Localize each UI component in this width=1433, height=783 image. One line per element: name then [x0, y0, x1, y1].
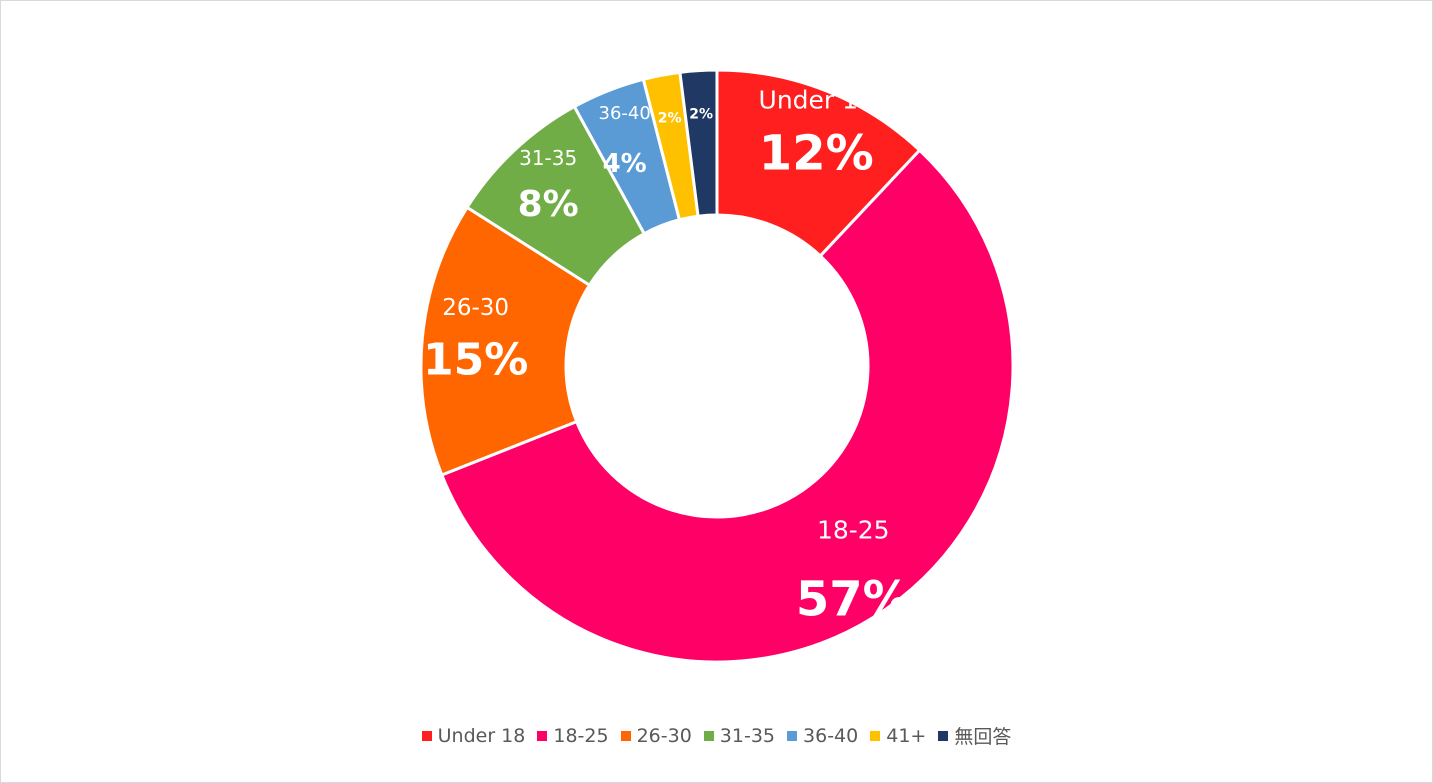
legend-item-31-35: 31-35	[703, 724, 776, 747]
slice-no-answer	[678, 68, 719, 218]
slice-label-name-26-30: 26-30	[442, 295, 509, 321]
legend-swatch-41	[870, 730, 881, 741]
legend-label-18-25: 18-25	[553, 724, 609, 747]
legend-swatch-18-25	[537, 730, 548, 741]
labels-layer: Under 18 12% 18-25 57% 26-30 15% 31-35 8% 36-40 4…	[423, 86, 911, 628]
legend-label-31-35: 31-35	[719, 724, 776, 747]
legend-label-26-30: 26-30	[636, 724, 692, 747]
slice-18-25	[439, 148, 1015, 664]
legend-item-under-18: Under 18	[421, 724, 526, 747]
slice-label-name-31-35: 31-35	[519, 146, 577, 170]
legend-item-41: 41+	[870, 725, 926, 747]
legend-label-under-18: Under 18	[437, 724, 526, 747]
slice-label-value-no-answer: 2%	[689, 107, 713, 123]
slice-label-name-36-40: 36-40	[599, 103, 651, 124]
slice-26-30	[419, 205, 592, 477]
legend-swatch-31-35	[703, 730, 714, 741]
slice-label-value-18-25: 57%	[796, 571, 911, 627]
slice-label-name-18-25: 18-25	[817, 516, 890, 545]
chart-legend: Under 18 18-25 26-30 31-35 36-40 41+ 無回答	[0, 722, 1433, 749]
slice-label-value-41: 2%	[658, 111, 682, 127]
legend-item-26-30: 26-30	[620, 724, 692, 747]
slice-label-value-31-35: 8%	[518, 184, 579, 225]
legend-label-no-answer: 無回答	[954, 726, 1012, 748]
legend-label-36-40: 36-40	[803, 724, 859, 747]
legend-swatch-26-30	[620, 730, 631, 741]
slice-label-name-under-18: Under 18	[759, 86, 874, 115]
legend-item-36-40: 36-40	[787, 725, 858, 747]
legend-swatch-36-40	[787, 730, 798, 741]
slices-layer	[419, 68, 1015, 664]
slice-label-value-under-18: 12%	[759, 125, 874, 181]
legend-swatch-under-18	[421, 730, 432, 741]
legend-item-18-25: 18-25	[537, 724, 609, 747]
slice-label-value-26-30: 15%	[423, 335, 528, 386]
slice-label-value-36-40: 4%	[603, 149, 647, 179]
legend-swatch-no-answer	[938, 730, 949, 741]
legend-label-41: 41+	[886, 724, 927, 747]
legend-item-no-answer: 無回答	[938, 722, 1011, 749]
